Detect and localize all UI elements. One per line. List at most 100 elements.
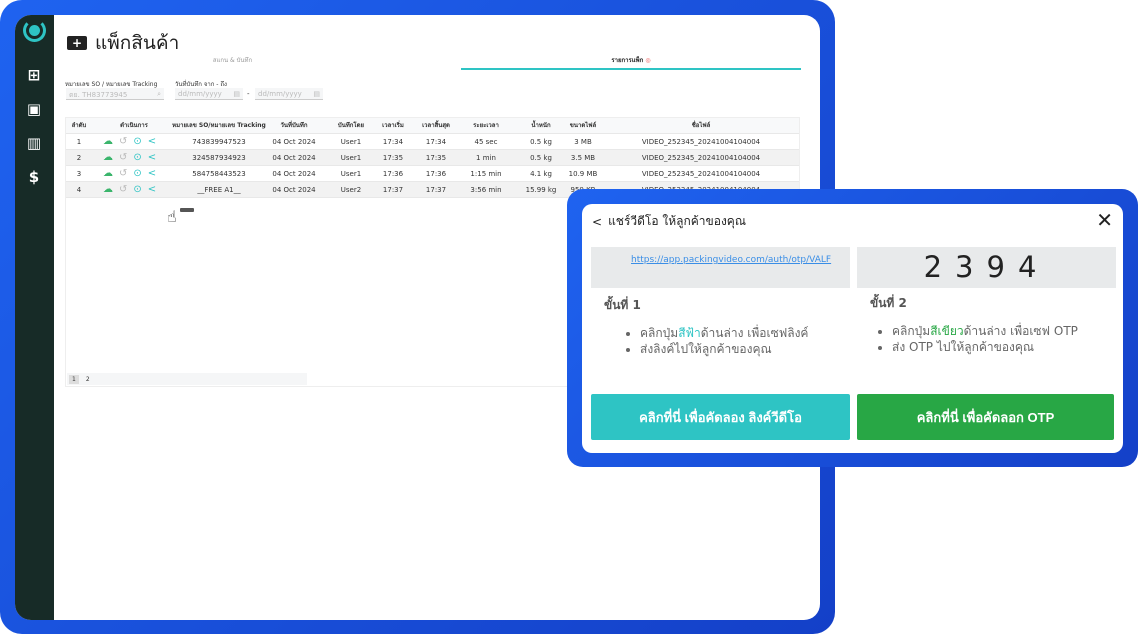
column-header[interactable]: เวลาเริ่ม xyxy=(382,122,404,129)
page-1[interactable]: 1 xyxy=(69,374,79,384)
table-cell: 1 xyxy=(76,138,82,146)
undo-icon[interactable]: ↺ xyxy=(119,168,128,179)
column-header[interactable]: เวลาสิ้นสุด xyxy=(422,122,450,129)
pack-table: ลำดับ ดำเนินการ หมายเลข SO/หมายเลข Trackin… xyxy=(65,117,800,387)
share-link[interactable]: https://app.packingvideo.com/auth/otp/VA… xyxy=(631,255,832,265)
cloud-upload-icon[interactable]: ☁ xyxy=(103,184,113,195)
table-cell: 1:15 min xyxy=(470,170,502,178)
table-cell: 2 xyxy=(76,154,82,162)
logo[interactable] xyxy=(23,19,46,42)
table-cell: VIDEO_252345_20241004104004 xyxy=(641,170,761,178)
table-cell: 04 Oct 2024 xyxy=(272,170,316,178)
page-2[interactable]: 2 xyxy=(85,375,90,383)
step1-title: ขั้นที่ 1 xyxy=(604,298,641,312)
table-cell: User2 xyxy=(340,186,362,194)
column-header[interactable]: ขนาดไฟล์ xyxy=(569,122,597,129)
column-header[interactable]: บันทึกโดย xyxy=(337,122,365,129)
cloud-upload-icon[interactable]: ☁ xyxy=(103,136,113,147)
tab-scan[interactable]: สแกน & บันทึก xyxy=(212,57,253,64)
table-cell: 04 Oct 2024 xyxy=(272,138,316,146)
date-label: วันที่บันทึก จาก - ถึง xyxy=(175,81,227,88)
play-icon[interactable]: ⊙ xyxy=(133,152,142,163)
date-to-input[interactable]: dd/mm/yyyy ▤ xyxy=(255,88,323,100)
otp-code: 2394 xyxy=(923,250,1050,284)
cloud-upload-icon[interactable]: ☁ xyxy=(103,152,113,163)
table-header: ลำดับ ดำเนินการ หมายเลข SO/หมายเลข Trackin… xyxy=(66,118,799,134)
column-header[interactable]: ลำดับ xyxy=(71,122,87,129)
alert-icon: ◎ xyxy=(645,57,651,64)
table-cell: 17:35 xyxy=(382,154,404,162)
table-cell: 45 sec xyxy=(474,138,498,146)
share-icon[interactable]: < xyxy=(147,136,157,147)
table-cell: 10.9 MB xyxy=(568,170,598,178)
play-icon[interactable]: ⊙ xyxy=(133,184,142,195)
otp-box: 2394 xyxy=(857,247,1116,288)
close-icon[interactable]: ✕ xyxy=(1096,208,1113,232)
table-cell: User1 xyxy=(340,154,362,162)
column-header[interactable]: ดำเนินการ xyxy=(120,122,148,129)
table-row: 2 324587934923 04 Oct 2024 User1 17:35 17:35 1… xyxy=(66,150,799,166)
tab-label: รายการแพ็ก xyxy=(611,57,644,64)
table-cell: 17:34 xyxy=(425,138,447,146)
table-cell: 743839947523 xyxy=(192,138,246,146)
modal-header: < แชร์วีดีโอ ให้ลูกค้าของคุณ xyxy=(592,212,746,231)
tooltip xyxy=(180,208,194,212)
step1-item: คลิกปุ่มสีฟ้าด้านล่าง เพื่อเซฟลิงค์ xyxy=(640,325,808,341)
table-cell: 584758443523 xyxy=(192,170,246,178)
pagination: 1 2 xyxy=(67,373,307,385)
table-cell: VIDEO_252345_20241004104004 xyxy=(641,138,761,146)
table-row: 1 743839947523 04 Oct 2024 User1 17:34 17:34 4… xyxy=(66,134,799,150)
undo-icon[interactable]: ↺ xyxy=(119,152,128,163)
table-cell: 04 Oct 2024 xyxy=(272,154,316,162)
chart-icon[interactable]: ▥ xyxy=(26,134,42,152)
table-cell: 1 min xyxy=(476,154,496,162)
play-icon[interactable]: ⊙ xyxy=(133,136,142,147)
copy-otp-button[interactable]: คลิกที่นี่ เพื่อคัดลอก OTP xyxy=(857,394,1114,440)
copy-link-button[interactable]: คลิกที่นี่ เพื่อคัดลอง ลิงค์วีดีโอ xyxy=(591,394,850,440)
date-from-input[interactable]: dd/mm/yyyy ▤ xyxy=(175,88,243,100)
share-icon[interactable]: < xyxy=(147,168,157,179)
share-icon[interactable]: < xyxy=(147,152,157,163)
row-actions: ☁ ↺ ⊙ < xyxy=(103,184,156,195)
date-from-placeholder: dd/mm/yyyy xyxy=(178,90,222,98)
so-search-input[interactable]: ตย. TH83773945 ⌕ xyxy=(66,88,164,100)
tab-pack-list[interactable]: รายการแพ็ก ◎ xyxy=(461,55,801,70)
sidebar: ⊞ ▣ ▥ $ xyxy=(15,15,54,620)
table-cell: 3:56 min xyxy=(470,186,502,194)
table-cell: 04 Oct 2024 xyxy=(272,186,316,194)
dollar-icon[interactable]: $ xyxy=(28,168,40,186)
add-video-icon[interactable]: ⊞ xyxy=(27,66,41,84)
step2-title: ขั้นที่ 2 xyxy=(870,296,907,310)
table-cell: User1 xyxy=(340,138,362,146)
table-cell: __FREE A1__ xyxy=(197,186,241,194)
search-icon: ⌕ xyxy=(157,90,161,98)
calendar-icon: ▤ xyxy=(233,90,240,98)
cloud-upload-icon[interactable]: ☁ xyxy=(103,168,113,179)
row-actions: ☁ ↺ ⊙ < xyxy=(103,152,156,163)
table-row: 3 584758443523 04 Oct 2024 User1 17:36 17:36 1… xyxy=(66,166,799,182)
badge-icon[interactable]: ▣ xyxy=(26,100,42,118)
table-cell: 3.5 MB xyxy=(570,154,596,162)
table-cell: VIDEO_252345_20241004104004 xyxy=(641,154,761,162)
step2-item: คลิกปุ่มสีเขียวด้านล่าง เพื่อเซฟ OTP xyxy=(892,323,1078,339)
play-icon[interactable]: ⊙ xyxy=(133,168,142,179)
so-label: หมายเลข SO / หมายเลข Tracking xyxy=(65,81,158,88)
step1-item: ส่งลิงค์ไปให้ลูกค้าของคุณ xyxy=(640,341,808,357)
step1-list: คลิกปุ่มสีฟ้าด้านล่าง เพื่อเซฟลิงค์ ส่งล… xyxy=(640,325,808,357)
date-separator: - xyxy=(247,90,250,98)
undo-icon[interactable]: ↺ xyxy=(119,136,128,147)
step2-item: ส่ง OTP ไปให้ลูกค้าของคุณ xyxy=(892,339,1078,355)
step2-list: คลิกปุ่มสีเขียวด้านล่าง เพื่อเซฟ OTP ส่ง… xyxy=(892,323,1078,355)
table-cell: 3 MB xyxy=(574,138,592,146)
column-header[interactable]: วันที่บันทึก xyxy=(280,122,308,129)
table-cell: 3 xyxy=(76,170,82,178)
column-header[interactable]: น้ำหนัก xyxy=(531,122,551,129)
column-header[interactable]: ระยะเวลา xyxy=(473,122,499,129)
column-header[interactable]: หมายเลข SO/หมายเลข Tracking xyxy=(172,122,266,129)
table-cell: 4.1 kg xyxy=(530,170,552,178)
column-header[interactable]: ชื่อไฟล์ xyxy=(691,122,711,129)
undo-icon[interactable]: ↺ xyxy=(119,184,128,195)
video-plus-icon: + xyxy=(67,36,87,50)
share-icon[interactable]: < xyxy=(147,184,157,195)
table-cell: 15.99 kg xyxy=(525,186,557,194)
